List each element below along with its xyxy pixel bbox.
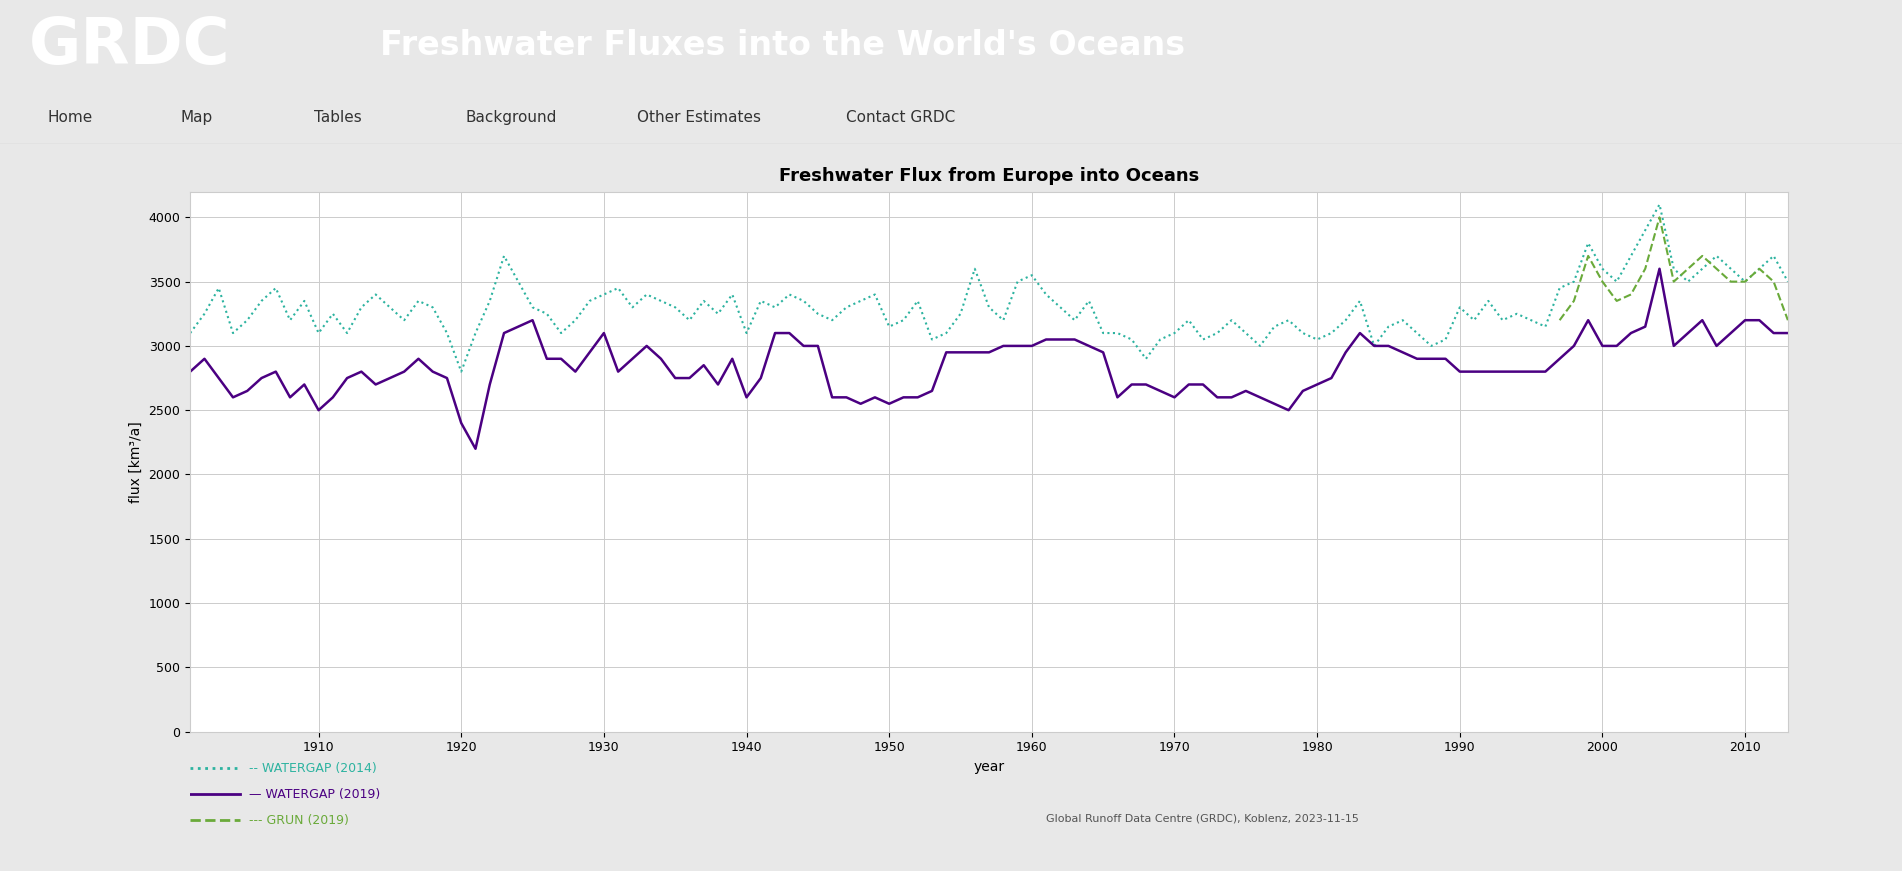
WATERGAP (2019) — [1776, 327, 1799, 338]
WATERGAP (2019) — [1520, 367, 1543, 377]
WATERGAP (2019) — [1390, 348, 1413, 358]
GRUN (2019) — [1621, 289, 1643, 300]
GRUN (2019) — [1691, 251, 1714, 261]
WATERGAP (2014) — [1520, 315, 1543, 326]
GRUN (2019) — [1706, 264, 1729, 274]
GRUN (2019) — [1548, 315, 1571, 326]
Text: — WATERGAP (2019): — WATERGAP (2019) — [249, 788, 380, 800]
WATERGAP (2014) — [1691, 264, 1714, 274]
Text: Other Estimates: Other Estimates — [637, 110, 761, 125]
Title: Freshwater Flux from Europe into Oceans: Freshwater Flux from Europe into Oceans — [780, 166, 1198, 185]
WATERGAP (2014) — [451, 367, 474, 377]
GRUN (2019) — [1733, 276, 1756, 287]
Text: GRDC: GRDC — [29, 15, 230, 77]
GRUN (2019) — [1748, 264, 1771, 274]
GRUN (2019) — [1676, 264, 1698, 274]
Text: Global Runoff Data Centre (GRDC), Koblenz, 2023-11-15: Global Runoff Data Centre (GRDC), Koblen… — [1046, 814, 1358, 824]
Line: GRUN (2019): GRUN (2019) — [1560, 218, 1788, 321]
Text: Background: Background — [466, 110, 557, 125]
GRUN (2019) — [1776, 315, 1799, 326]
X-axis label: year: year — [974, 760, 1004, 774]
WATERGAP (2014) — [1776, 276, 1799, 287]
WATERGAP (2019) — [1647, 264, 1670, 274]
WATERGAP (2019) — [221, 392, 243, 402]
WATERGAP (2019) — [236, 386, 259, 396]
Text: Tables: Tables — [314, 110, 361, 125]
GRUN (2019) — [1590, 276, 1613, 287]
WATERGAP (2014) — [706, 308, 728, 319]
Line: WATERGAP (2019): WATERGAP (2019) — [190, 269, 1788, 449]
GRUN (2019) — [1577, 251, 1600, 261]
Line: WATERGAP (2014): WATERGAP (2014) — [190, 205, 1788, 372]
Text: Freshwater Fluxes into the World's Oceans: Freshwater Fluxes into the World's Ocean… — [380, 30, 1185, 62]
GRUN (2019) — [1647, 213, 1670, 223]
Text: -- WATERGAP (2014): -- WATERGAP (2014) — [249, 762, 377, 774]
WATERGAP (2019) — [706, 379, 728, 389]
GRUN (2019) — [1562, 295, 1584, 306]
WATERGAP (2014) — [1390, 315, 1413, 326]
Text: Contact GRDC: Contact GRDC — [846, 110, 955, 125]
WATERGAP (2019) — [179, 367, 202, 377]
WATERGAP (2014) — [236, 315, 259, 326]
Text: Home: Home — [48, 110, 93, 125]
GRUN (2019) — [1605, 295, 1628, 306]
WATERGAP (2019) — [464, 443, 487, 454]
Text: --- GRUN (2019): --- GRUN (2019) — [249, 814, 348, 827]
GRUN (2019) — [1719, 276, 1742, 287]
WATERGAP (2014) — [221, 327, 243, 338]
WATERGAP (2014) — [1647, 199, 1670, 210]
Y-axis label: flux [km³/a]: flux [km³/a] — [129, 421, 143, 503]
Text: Map: Map — [181, 110, 213, 125]
GRUN (2019) — [1634, 264, 1657, 274]
WATERGAP (2014) — [179, 327, 202, 338]
GRUN (2019) — [1761, 276, 1784, 287]
GRUN (2019) — [1662, 276, 1685, 287]
WATERGAP (2019) — [1691, 315, 1714, 326]
